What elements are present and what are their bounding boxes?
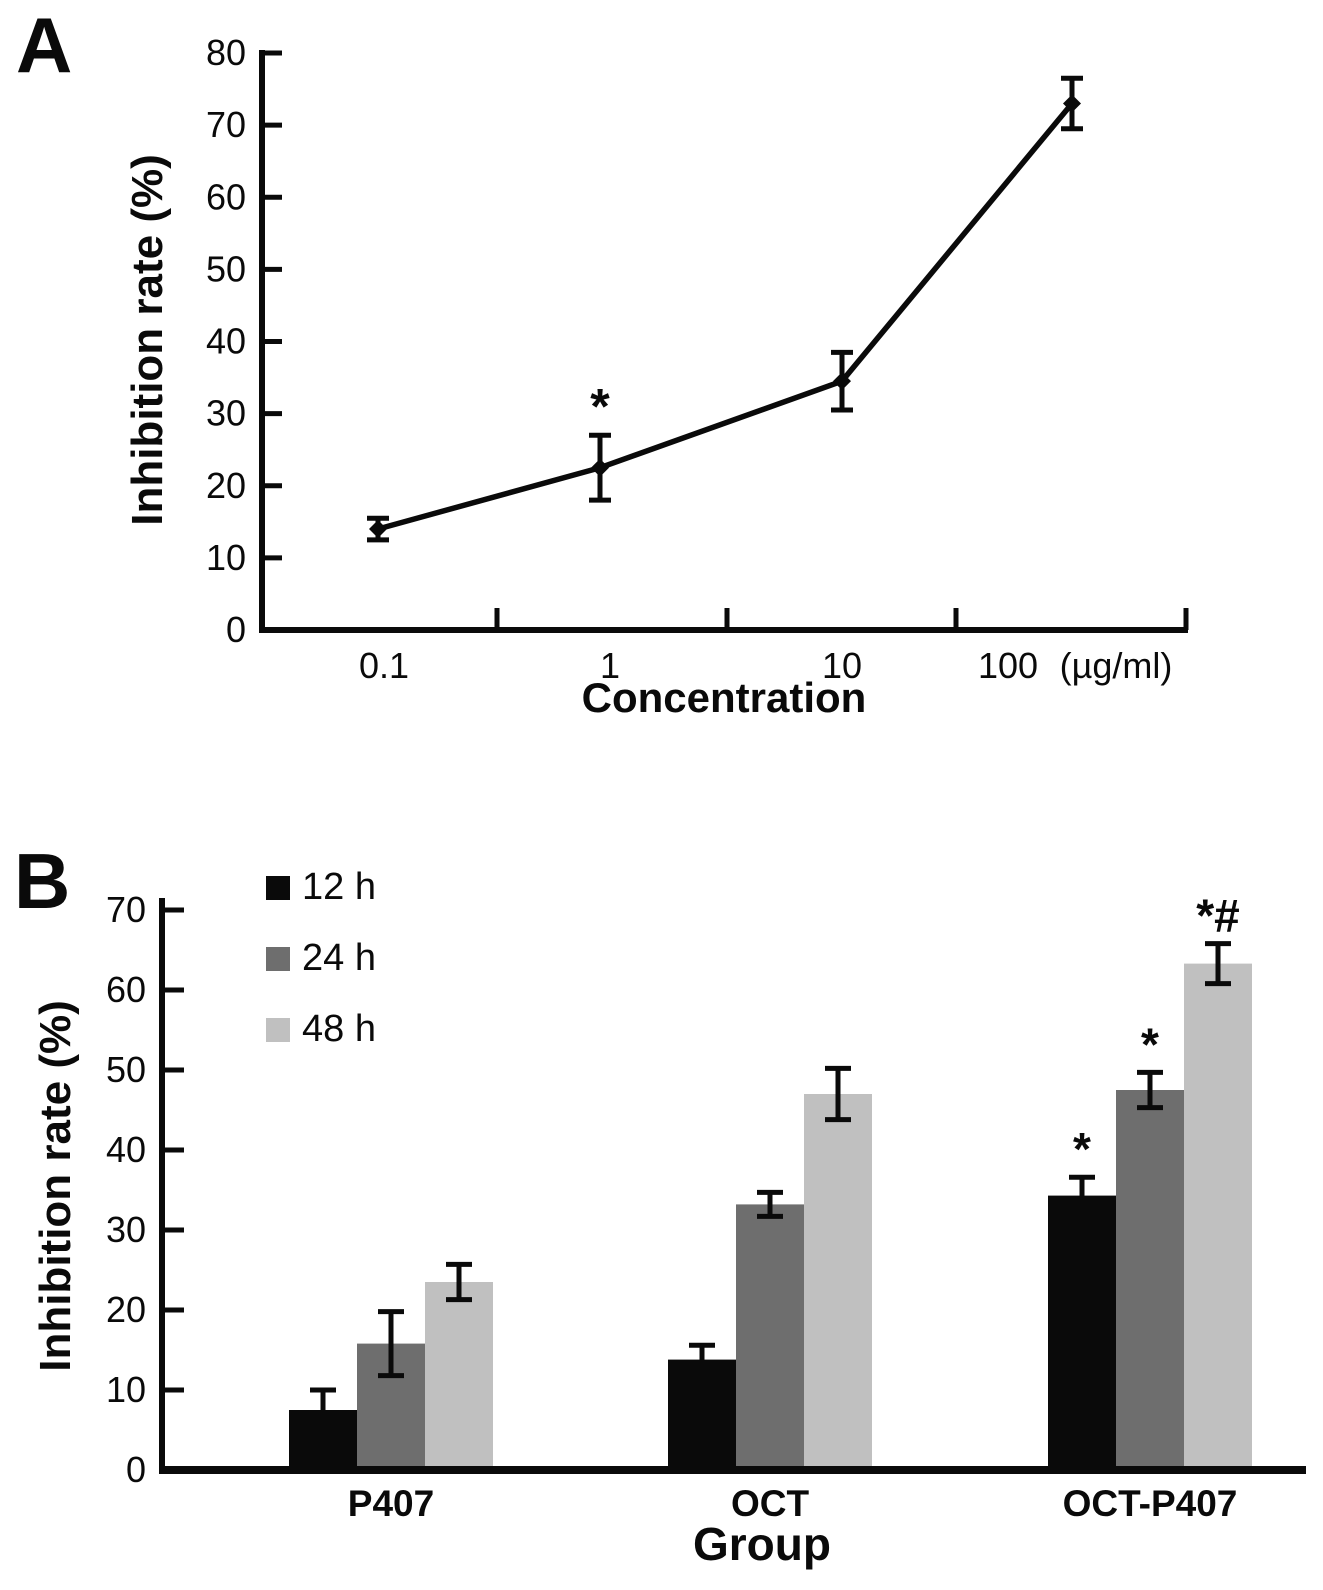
significance-asterisk: *# [1196, 890, 1239, 942]
x-category-label: P407 [348, 1483, 434, 1524]
significance-asterisk: * [1073, 1123, 1091, 1175]
legend-swatch [266, 947, 290, 971]
significance-asterisk: * [590, 378, 610, 434]
y-tick-label: 40 [206, 321, 246, 362]
y-tick-label: 70 [106, 889, 146, 930]
panel-a-x-axis-title: Concentration [582, 674, 867, 721]
panel-a-x-axis-unit-label: (µg/ml) [1060, 645, 1173, 686]
panel-a-y-axis-title: Inhibition rate (%) [123, 154, 172, 526]
y-tick-label: 30 [106, 1209, 146, 1250]
bar-48h-OCT [804, 1094, 872, 1470]
data-point-marker [1063, 94, 1081, 113]
legend-label: 24 h [302, 937, 376, 979]
data-point-marker [591, 458, 609, 477]
y-tick-label: 20 [206, 465, 246, 506]
bar-24h-OCT-P407 [1116, 1090, 1184, 1470]
y-tick-label: 30 [206, 393, 246, 434]
legend-label: 48 h [302, 1008, 376, 1050]
x-category-label: OCT [731, 1483, 810, 1524]
panel-b-x-axis-title: Group [693, 1518, 831, 1570]
significance-asterisk: * [1141, 1018, 1159, 1070]
panel-b-y-axis-title: Inhibition rate (%) [31, 1000, 80, 1372]
panel-a-letter: A [16, 1, 72, 89]
bar-12h-OCT [668, 1359, 736, 1470]
data-line [377, 101, 1075, 532]
panel-a-line-chart: 0 10 20 30 40 50 60 70 80 0.1 1 10 100 * [206, 32, 1189, 686]
y-tick-label: 20 [106, 1289, 146, 1330]
y-tick-label: 10 [106, 1369, 146, 1410]
bar-48h-P407 [425, 1282, 493, 1470]
y-tick-label: 80 [206, 32, 246, 73]
y-tick-label: 60 [206, 176, 246, 217]
x-tick-label: 1 [600, 645, 620, 686]
y-tick-label: 50 [206, 248, 246, 289]
y-tick-label: 0 [226, 609, 246, 650]
data-point-marker [833, 372, 851, 391]
panel-b-letter: B [14, 837, 70, 925]
x-category-label: OCT-P407 [1063, 1483, 1238, 1524]
legend-swatch [266, 876, 290, 900]
bar-12h-OCT-P407 [1048, 1195, 1116, 1470]
data-point-marker [369, 520, 387, 539]
legend-label: 12 h [302, 866, 376, 908]
y-tick-label: 50 [106, 1049, 146, 1090]
x-tick-label: 0.1 [359, 645, 409, 686]
bar-24h-OCT [736, 1204, 804, 1470]
bar-48h-OCT-P407 [1184, 963, 1252, 1470]
x-tick-label: 10 [822, 645, 862, 686]
y-tick-label: 10 [206, 537, 246, 578]
x-tick-label: 100 [978, 645, 1038, 686]
y-tick-label: 40 [106, 1129, 146, 1170]
y-tick-label: 70 [206, 104, 246, 145]
y-tick-label: 0 [126, 1449, 146, 1490]
legend-swatch [266, 1018, 290, 1042]
y-tick-label: 60 [106, 969, 146, 1010]
panel-b-bar-chart: 0 10 20 30 40 50 60 70 * * *# P407 OCT OCT-P407 12 h 24… [106, 866, 1306, 1524]
